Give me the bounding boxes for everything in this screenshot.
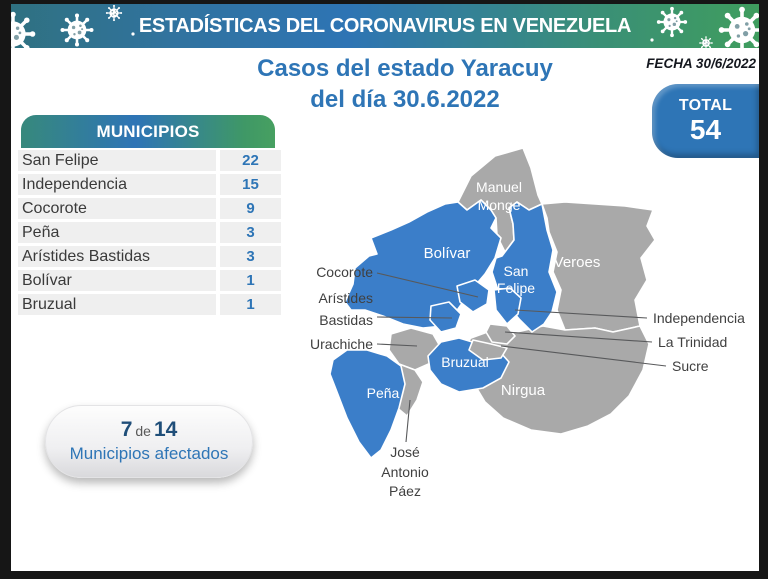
region-pena (329, 349, 406, 459)
leader-jose-antonio-paez (405, 399, 411, 443)
ext-label-independencia: Independencia (653, 310, 745, 326)
affected-count-separator: de (135, 423, 151, 439)
date-label: FECHA 30/6/2022 (646, 56, 756, 71)
page-title-line2: del día 30.6.2022 (310, 86, 500, 113)
table-row: Cocorote 9 (18, 198, 281, 219)
table-header: MUNICIPIOS (21, 115, 275, 148)
affected-count: 7 de 14 (121, 418, 178, 443)
affected-count-total: 14 (153, 418, 178, 441)
municipality-name: San Felipe (18, 150, 216, 171)
region-la-trinidad (485, 323, 516, 345)
table-row: Peña 3 (18, 222, 281, 243)
ext-label-cocorote: Cocorote (316, 264, 373, 280)
header-banner: ESTADÍSTICAS DEL CORONAVIRUS EN VENEZUEL… (11, 4, 759, 48)
region-aristides-bastidas (429, 301, 462, 333)
municipios-table: MUNICIPIOS San Felipe 22 Independencia 1… (18, 115, 281, 315)
leader-urachiche (376, 343, 418, 347)
municipality-cases: 1 (220, 294, 281, 315)
ext-label-sucre: Sucre (672, 358, 709, 374)
region-sucre (468, 339, 508, 361)
region-independencia (493, 287, 522, 325)
total-badge: TOTAL 54 (652, 84, 759, 158)
municipality-cases: 1 (220, 270, 281, 291)
affected-count-value: 7 (120, 418, 133, 441)
map-label-pena: Peña (367, 385, 400, 401)
municipality-name: Peña (18, 222, 216, 243)
virus-icon (11, 4, 135, 48)
municipality-cases: 15 (220, 174, 281, 195)
map-label-bolivar: Bolívar (424, 245, 471, 262)
table-row: Independencia 15 (18, 174, 281, 195)
ext-label-jose-antonio-paez: José (390, 444, 420, 460)
ext-label-jose-antonio-paez: Antonio (381, 464, 429, 480)
map-label-bruzual: Bruzual (441, 354, 488, 370)
affected-summary-pill: 7 de 14 Municipios afectados (45, 405, 253, 478)
leader-aristides-bastidas (376, 316, 453, 319)
leader-sucre (500, 345, 667, 367)
municipality-name: Bruzual (18, 294, 216, 315)
infographic-canvas: ESTADÍSTICAS DEL CORONAVIRUS EN VENEZUEL… (11, 4, 759, 571)
map-label-manuel-monge: Manuel (476, 179, 522, 195)
virus-icon (650, 4, 759, 48)
table-row: San Felipe 22 (18, 150, 281, 171)
map-label-nirgua: Nirgua (501, 382, 546, 399)
municipality-cases: 22 (220, 150, 281, 171)
yaracuy-map: Manuel Monge Bolívar San Felipe Veroes N… (295, 140, 759, 500)
ext-label-la-trinidad: La Trinidad (658, 334, 727, 350)
leader-independencia (514, 309, 648, 319)
municipality-cases: 3 (220, 222, 281, 243)
page-title-line1: Casos del estado Yaracuy (257, 55, 553, 82)
ext-label-jose-antonio-paez: Páez (389, 483, 421, 499)
ext-label-urachiche: Urachiche (310, 336, 373, 352)
affected-caption: Municipios afectados (69, 444, 229, 463)
table-row: Bruzual 1 (18, 294, 281, 315)
table-body: San Felipe 22 Independencia 15 Cocorote … (18, 150, 281, 315)
ext-label-aristides: Bastidas (319, 312, 373, 328)
municipality-name: Arístides Bastidas (18, 246, 216, 267)
page-title: Casos del estado Yaracuy del día 30.6.20… (240, 53, 570, 115)
map-label-san-felipe: Felipe (497, 280, 535, 296)
municipality-name: Independencia (18, 174, 216, 195)
ext-label-aristides: Arístides (319, 290, 373, 306)
table-row: Arístides Bastidas 3 (18, 246, 281, 267)
table-row: Bolívar 1 (18, 270, 281, 291)
map-label-manuel-monge: Monge (478, 197, 521, 213)
total-badge-value: 54 (689, 114, 722, 145)
municipality-name: Bolívar (18, 270, 216, 291)
map-label-veroes: Veroes (554, 254, 601, 271)
map-label-san-felipe: San (504, 263, 529, 279)
leader-cocorote (376, 272, 479, 298)
app-title: ESTADÍSTICAS DEL CORONAVIRUS EN VENEZUEL… (138, 14, 632, 37)
total-badge-label: TOTAL (678, 97, 733, 114)
leader-la-trinidad (504, 331, 653, 343)
yaracuy-map-svg: Manuel Monge Bolívar San Felipe Veroes N… (310, 147, 745, 499)
municipality-cases: 3 (220, 246, 281, 267)
municipality-name: Cocorote (18, 198, 216, 219)
municipality-cases: 9 (220, 198, 281, 219)
